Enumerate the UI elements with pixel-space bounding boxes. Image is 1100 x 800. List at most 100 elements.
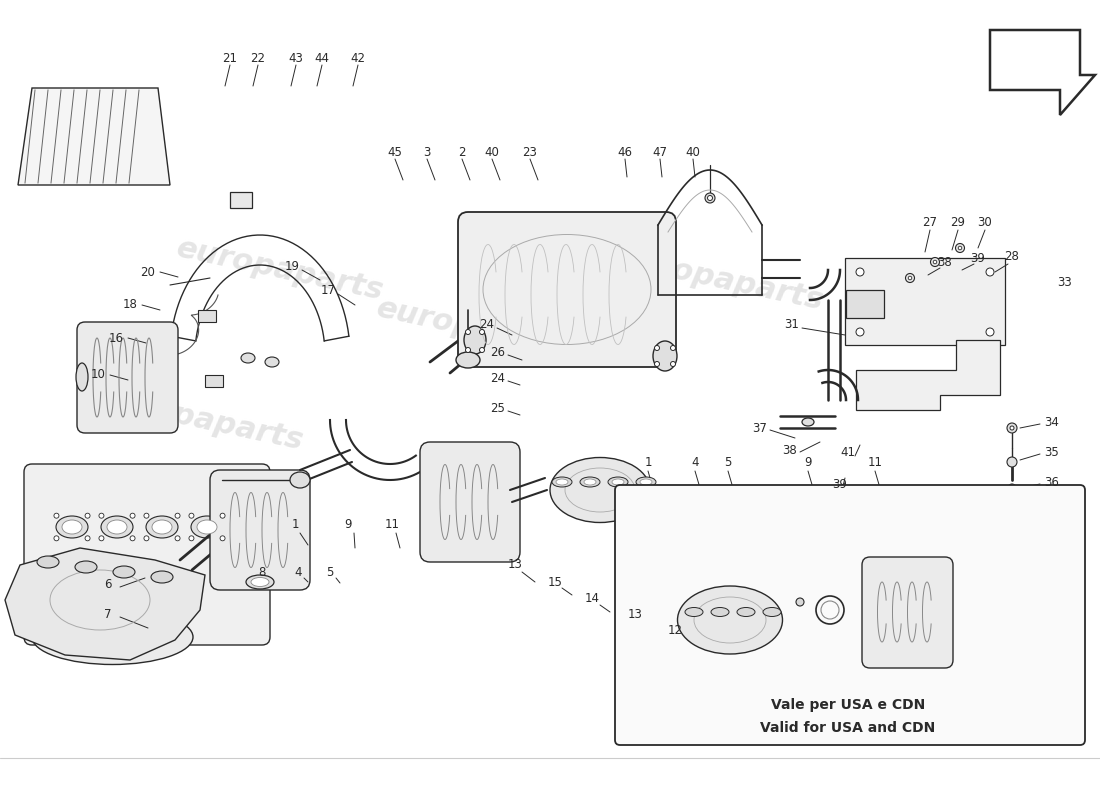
Circle shape xyxy=(986,268,994,276)
Text: 23: 23 xyxy=(522,146,538,158)
Text: 18: 18 xyxy=(122,298,138,311)
Ellipse shape xyxy=(653,341,676,371)
Text: 38: 38 xyxy=(782,443,797,457)
Text: 4: 4 xyxy=(691,457,698,470)
Text: Vale per USA e CDN: Vale per USA e CDN xyxy=(771,698,925,712)
Ellipse shape xyxy=(241,353,255,363)
FancyBboxPatch shape xyxy=(198,310,216,322)
Circle shape xyxy=(54,513,59,518)
FancyBboxPatch shape xyxy=(230,192,252,208)
Polygon shape xyxy=(845,258,1005,345)
Polygon shape xyxy=(18,88,170,185)
Circle shape xyxy=(130,513,135,518)
FancyBboxPatch shape xyxy=(862,557,953,668)
Text: 14: 14 xyxy=(584,591,600,605)
Ellipse shape xyxy=(552,477,572,487)
Circle shape xyxy=(85,536,90,541)
Circle shape xyxy=(671,362,675,366)
Circle shape xyxy=(931,258,939,266)
Circle shape xyxy=(654,346,660,350)
Text: 13: 13 xyxy=(628,609,642,622)
Text: 11: 11 xyxy=(385,518,399,531)
Circle shape xyxy=(705,193,715,203)
Text: 3: 3 xyxy=(424,146,431,158)
Text: 19: 19 xyxy=(285,259,299,273)
Ellipse shape xyxy=(608,477,628,487)
Circle shape xyxy=(856,268,864,276)
Ellipse shape xyxy=(290,472,310,488)
Text: 28: 28 xyxy=(1004,250,1020,262)
Circle shape xyxy=(144,513,148,518)
Ellipse shape xyxy=(685,607,703,617)
Ellipse shape xyxy=(636,477,656,487)
Circle shape xyxy=(671,346,675,350)
Circle shape xyxy=(956,243,965,253)
Circle shape xyxy=(175,513,180,518)
Ellipse shape xyxy=(32,610,192,665)
Text: 26: 26 xyxy=(491,346,506,358)
Text: 21: 21 xyxy=(222,51,238,65)
FancyBboxPatch shape xyxy=(846,290,884,318)
Circle shape xyxy=(856,328,864,336)
Ellipse shape xyxy=(456,352,480,368)
Text: 39: 39 xyxy=(970,251,986,265)
Text: 11: 11 xyxy=(868,457,882,470)
FancyBboxPatch shape xyxy=(24,464,270,645)
Ellipse shape xyxy=(265,357,279,367)
Ellipse shape xyxy=(62,520,82,534)
Circle shape xyxy=(220,513,225,518)
Text: 8: 8 xyxy=(258,566,266,578)
Polygon shape xyxy=(856,340,1000,410)
Circle shape xyxy=(99,513,103,518)
Text: 45: 45 xyxy=(387,146,403,158)
Circle shape xyxy=(707,195,713,201)
Ellipse shape xyxy=(550,458,650,522)
Ellipse shape xyxy=(612,479,624,485)
Text: 31: 31 xyxy=(784,318,800,331)
Text: 43: 43 xyxy=(288,51,304,65)
Text: europaparts: europaparts xyxy=(374,294,586,366)
Circle shape xyxy=(654,362,660,366)
Circle shape xyxy=(465,330,471,334)
Circle shape xyxy=(909,276,912,280)
Ellipse shape xyxy=(146,516,178,538)
Text: europaparts: europaparts xyxy=(614,244,826,316)
Ellipse shape xyxy=(152,520,172,534)
Circle shape xyxy=(175,536,180,541)
Text: 4: 4 xyxy=(295,566,301,578)
Circle shape xyxy=(1010,426,1014,430)
Circle shape xyxy=(480,347,484,353)
Text: 22: 22 xyxy=(251,51,265,65)
Text: 29: 29 xyxy=(950,215,966,229)
Text: 34: 34 xyxy=(1045,415,1059,429)
Circle shape xyxy=(144,536,148,541)
Text: 44: 44 xyxy=(315,51,330,65)
Circle shape xyxy=(99,536,103,541)
Text: 5: 5 xyxy=(724,457,732,470)
Circle shape xyxy=(189,513,194,518)
Text: 41: 41 xyxy=(840,446,856,458)
Text: 17: 17 xyxy=(320,283,336,297)
Text: 20: 20 xyxy=(141,266,155,278)
Ellipse shape xyxy=(107,520,126,534)
Text: 36: 36 xyxy=(1045,475,1059,489)
Ellipse shape xyxy=(197,520,217,534)
Ellipse shape xyxy=(113,566,135,578)
Ellipse shape xyxy=(246,575,274,589)
Text: 15: 15 xyxy=(548,575,562,589)
Circle shape xyxy=(465,347,471,353)
FancyBboxPatch shape xyxy=(420,442,520,562)
Text: 33: 33 xyxy=(1057,275,1072,289)
Circle shape xyxy=(933,260,937,264)
Text: 40: 40 xyxy=(485,146,499,158)
Ellipse shape xyxy=(101,516,133,538)
FancyBboxPatch shape xyxy=(77,322,178,433)
Ellipse shape xyxy=(580,477,600,487)
Ellipse shape xyxy=(678,586,782,654)
Text: 12: 12 xyxy=(668,623,682,637)
Ellipse shape xyxy=(711,607,729,617)
Circle shape xyxy=(130,536,135,541)
Text: 30: 30 xyxy=(978,215,992,229)
Circle shape xyxy=(958,246,961,250)
Ellipse shape xyxy=(191,516,223,538)
